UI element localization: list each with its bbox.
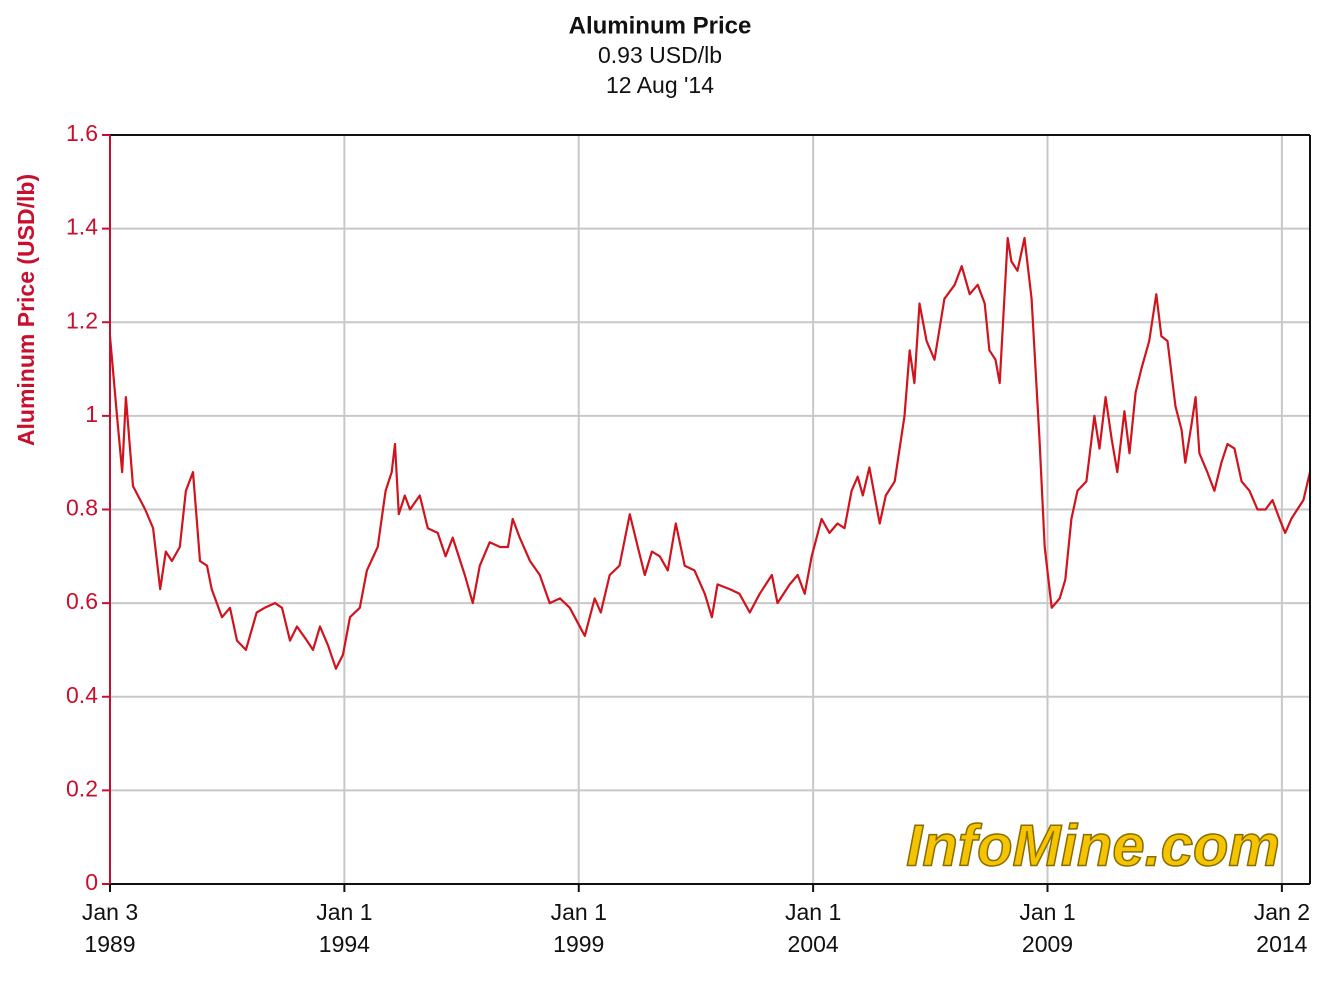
y-tick-label: 1.6 xyxy=(66,120,98,146)
y-tick-label: 1 xyxy=(85,401,98,427)
x-tick-label: Jan 2 2014 xyxy=(1254,899,1310,957)
chart-title: Aluminum Price xyxy=(569,12,752,39)
x-tick-label-line: Jan 1 xyxy=(316,899,372,925)
x-tick-label-line: 1989 xyxy=(84,931,135,957)
chart-subtitle: 0.93 USD/lb xyxy=(598,42,722,68)
x-tick-label: Jan 1 2009 xyxy=(1019,899,1075,957)
x-tick-label-line: 2014 xyxy=(1256,931,1307,957)
x-tick-label-line: Jan 1 xyxy=(785,899,841,925)
chart-date: 12 Aug '14 xyxy=(606,72,714,98)
watermark: InfoMine.com xyxy=(906,813,1280,878)
y-tick-label: 0.6 xyxy=(66,588,98,614)
y-tick-label: 0.8 xyxy=(66,495,98,521)
y-tick-label: 1.4 xyxy=(66,214,98,240)
x-tick-label: Jan 1 1999 xyxy=(551,899,607,957)
x-tick-label-line: Jan 1 xyxy=(1019,899,1075,925)
x-tick-label-line: Jan 1 xyxy=(551,899,607,925)
x-tick-label-line: 2009 xyxy=(1022,931,1073,957)
y-tick-label: 0.4 xyxy=(66,682,98,708)
x-tick-label-line: 1994 xyxy=(319,931,370,957)
x-tick-label-line: Jan 3 xyxy=(82,899,138,925)
y-tick-label: 0 xyxy=(85,869,98,895)
y-tick-label: 1.2 xyxy=(66,307,98,333)
price-line xyxy=(108,236,1312,670)
x-tick-label-line: 1999 xyxy=(553,931,604,957)
x-tick-label-line: 2004 xyxy=(788,931,839,957)
x-tick-label: Jan 3 1989 xyxy=(82,899,138,957)
x-tick-label: Jan 1 1994 xyxy=(316,899,372,957)
x-tick-label-line: Jan 2 xyxy=(1254,899,1310,925)
y-axis-label: Aluminum Price (USD/lb) xyxy=(13,174,39,446)
y-tick-label: 0.2 xyxy=(66,775,98,801)
x-tick-label: Jan 1 2004 xyxy=(785,899,841,957)
